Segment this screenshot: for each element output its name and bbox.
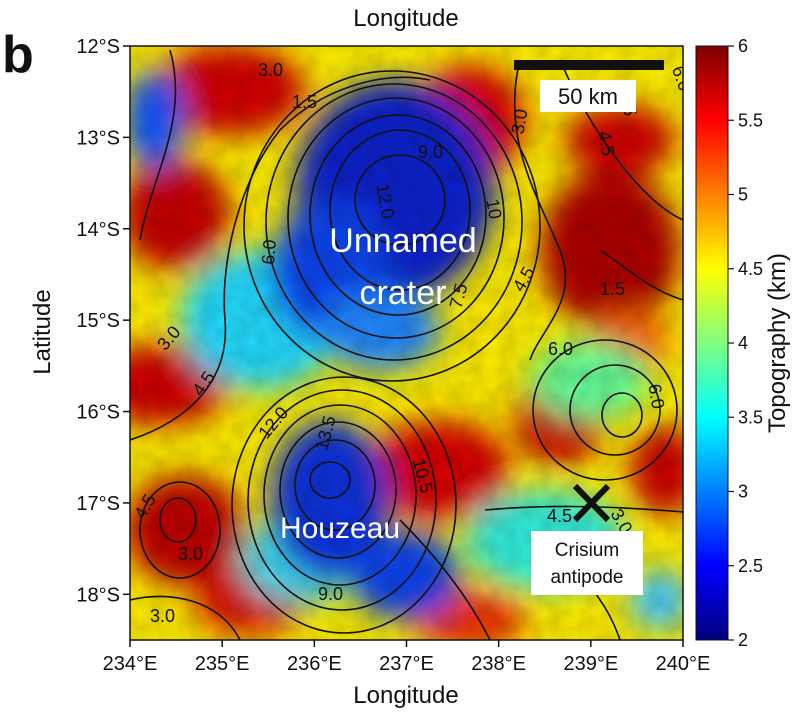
colorbar-tick-label: 6 [738, 36, 748, 56]
contour-line [329, 129, 471, 291]
y-tick-label: 16°S [76, 402, 120, 424]
y-tick-label: 18°S [76, 584, 120, 606]
contour-line [484, 505, 683, 513]
contour-line [159, 497, 197, 543]
y-tick-label: 15°S [76, 310, 120, 332]
contour-label: 10 [482, 197, 505, 220]
unnamed-crater-label-line2: crater [360, 274, 447, 312]
contour-line [601, 392, 643, 438]
x-axis-title: Longitude [353, 682, 458, 709]
colorbar-tick-label: 2.5 [738, 556, 763, 576]
y-tick-label: 13°S [76, 127, 120, 149]
panel-letter: b [2, 26, 34, 84]
contour-line [139, 49, 177, 241]
colorbar-tick-label: 4.5 [738, 259, 763, 279]
contour-line [399, 519, 491, 640]
contour-label: 3.0 [150, 606, 175, 626]
colorbar-tick-label: 5.5 [738, 110, 763, 130]
colorbar [695, 45, 729, 641]
contour-line [243, 70, 541, 382]
colorbar-tick-label: 3.5 [738, 407, 763, 427]
colorbar-tick-label: 4 [738, 333, 748, 353]
x-tick-label: 234°E [103, 653, 158, 675]
y-axis: 12°S 13°S 14°S 15°S 16°S 17°S 18°S [76, 36, 130, 606]
contour-line [354, 154, 446, 246]
contour-label: 1.5 [600, 279, 625, 299]
contour-label: 3.0 [258, 60, 283, 80]
contour-line [309, 114, 487, 316]
x-tick-label: 237°E [379, 653, 434, 675]
scale-bar-label-box [540, 80, 636, 112]
x-tick-label: 238°E [471, 653, 526, 675]
colorbar-title: Topography (km) [764, 253, 791, 433]
x-tick-label: 239°E [563, 653, 618, 675]
contour-label: 6.0 [548, 339, 573, 359]
topography-map: 3.0 1.5 9.0 12.0 10 6.0 7.5 4.5 3.0 4.5 … [130, 46, 683, 640]
contour-label: 9.0 [318, 584, 343, 604]
top-axis-title: Longitude [353, 5, 458, 32]
contour-line [569, 364, 661, 456]
colorbar-tick-label: 2 [738, 630, 748, 650]
scale-bar [514, 60, 664, 70]
contour-label: 3.0 [508, 107, 532, 135]
y-axis-title: Latitude [29, 289, 56, 374]
unnamed-crater-label-line1: Unnamed [329, 222, 476, 260]
contour-line [139, 481, 221, 579]
colorbar-tick-label: 5 [738, 185, 748, 205]
contour-label: 9.0 [418, 142, 443, 162]
x-tick-label: 240°E [656, 653, 711, 675]
scale-bar-label: 50 km [558, 84, 618, 109]
contour-label: 3.0 [178, 544, 203, 564]
contour-line [309, 461, 351, 499]
y-tick-label: 17°S [76, 493, 120, 515]
contour-label: 1.5 [292, 92, 317, 112]
contour-label: 4.5 [547, 506, 572, 526]
contour-line [599, 249, 683, 301]
contour-line [130, 595, 241, 640]
contour-line [265, 83, 523, 361]
x-tick-label: 235°E [195, 653, 250, 675]
contour-line [247, 389, 437, 611]
contour-label: 6.0 [644, 382, 668, 410]
contour-lines [130, 49, 683, 640]
contour-line [513, 59, 567, 361]
x-tick-label: 236°E [287, 653, 342, 675]
antipode-label-line2: antipode [551, 567, 624, 588]
houzeau-label: Houzeau [280, 512, 400, 545]
antipode-label-line1: Crisium [555, 540, 619, 561]
contour-line [279, 421, 397, 559]
colorbar-tick-label: 3 [738, 482, 748, 502]
contour-line [532, 339, 678, 481]
contour-label: 6.0 [258, 239, 280, 266]
contour-line [294, 439, 376, 531]
y-tick-label: 14°S [76, 219, 120, 241]
y-tick-label: 12°S [76, 36, 120, 58]
contour-line [263, 404, 417, 586]
contour-line [287, 97, 505, 339]
antipode-label-box [531, 531, 643, 595]
contour-line [231, 376, 457, 634]
antipode-marker-icon [572, 483, 611, 523]
colorbar-ticks: 6 5.5 5 4.5 4 3.5 3 2.5 2 [728, 36, 763, 650]
contour-line [130, 76, 431, 441]
contour-label: 4.5 [594, 129, 618, 157]
x-axis: 234°E 235°E 236°E 237°E 238°E 239°E 240°E [103, 640, 711, 675]
